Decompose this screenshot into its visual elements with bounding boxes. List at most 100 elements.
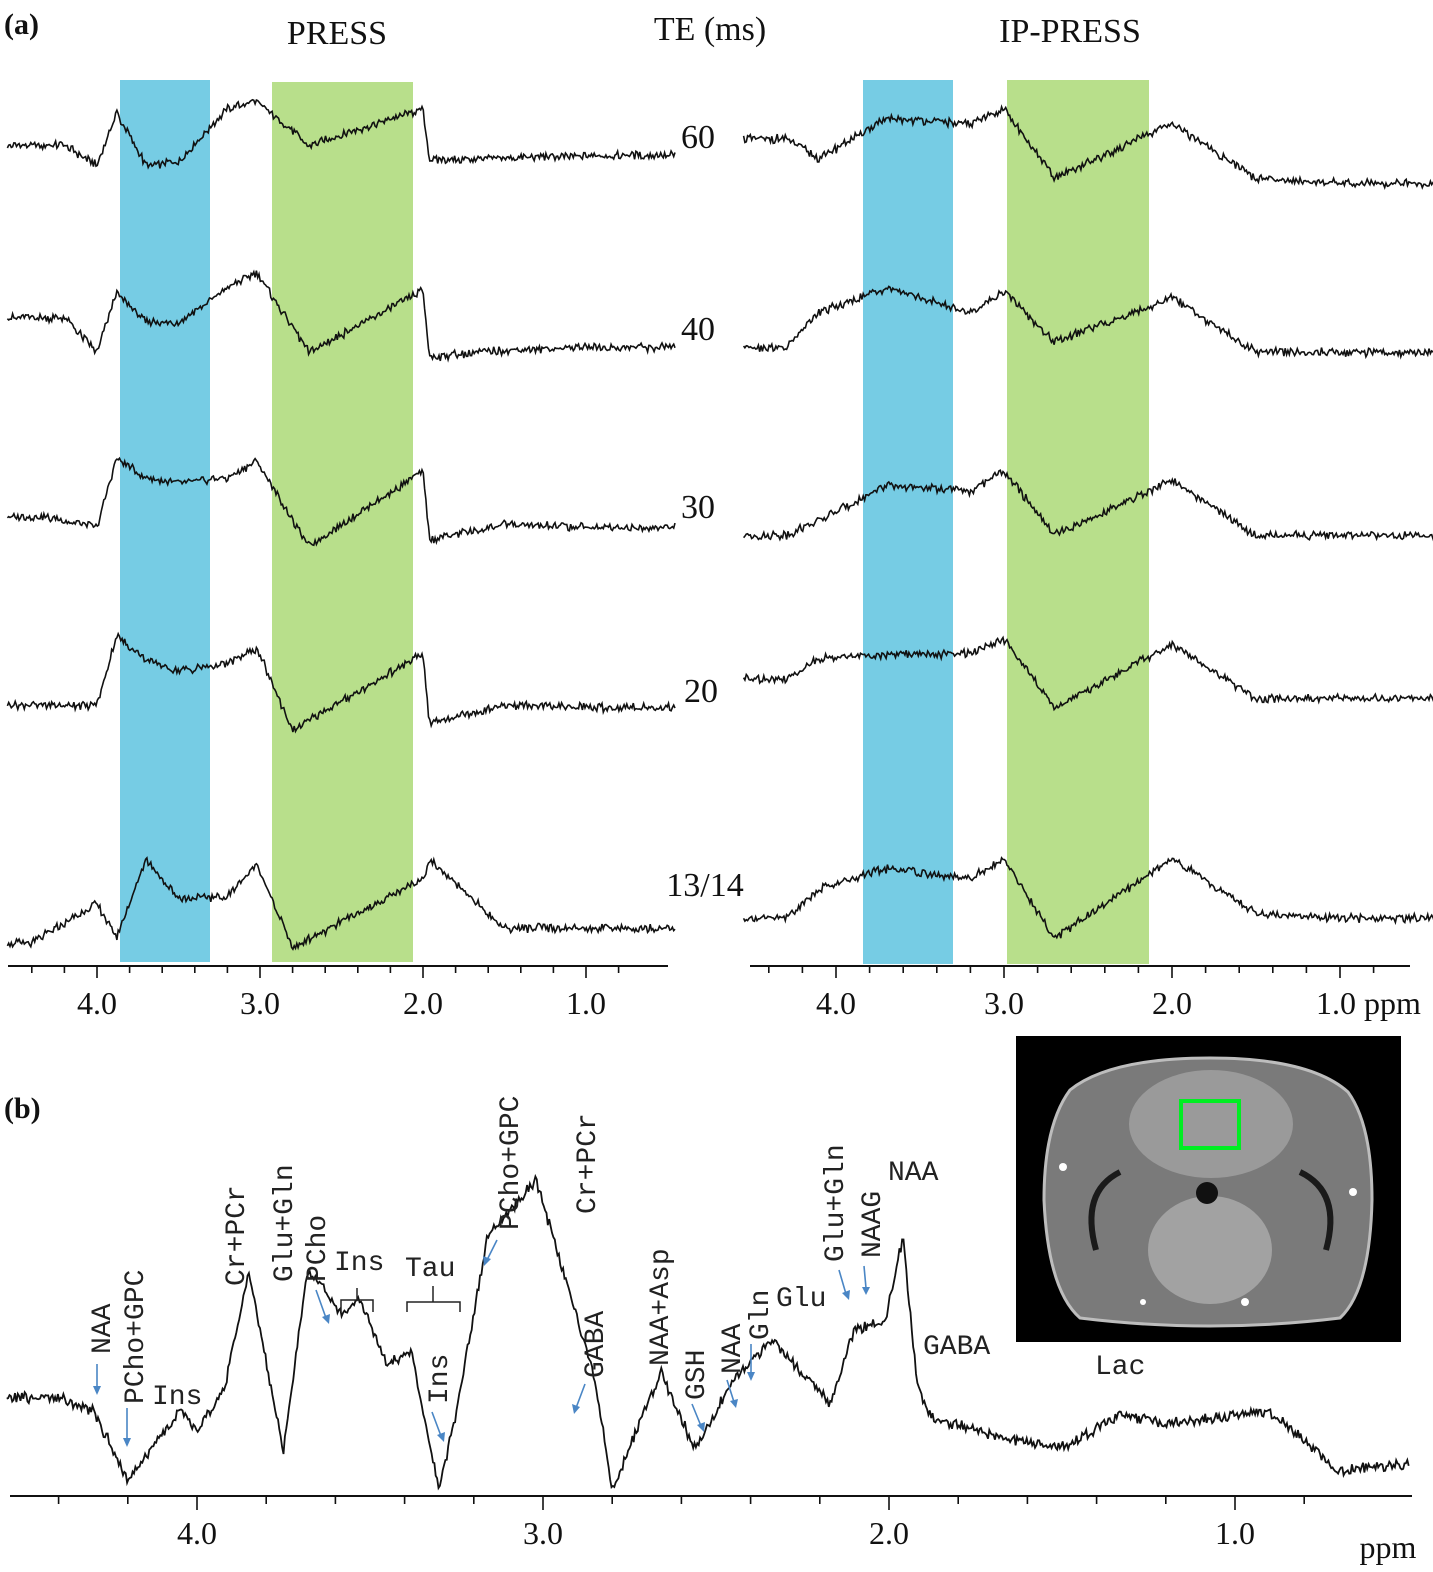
ip-press-x-axis: 4.0 3.0 2.0 1.0 ppm xyxy=(750,965,1421,1021)
label-pcho-gpc-1: PCho+GPC xyxy=(121,1270,152,1404)
ip-press-trace-te-30 xyxy=(742,469,1433,542)
label-naa-3: NAA xyxy=(888,1158,939,1189)
detailed-tick-label: 4.0 xyxy=(177,1515,217,1551)
arrow-gaba-1 xyxy=(575,1383,586,1409)
mri-dark-curve-right xyxy=(1298,1169,1334,1251)
label-naa-2: NAA xyxy=(718,1323,749,1374)
bracket-ins xyxy=(340,1299,374,1312)
annotation-brackets xyxy=(340,1286,461,1312)
press-traces xyxy=(6,98,676,951)
label-gaba-1: GABA xyxy=(581,1311,612,1378)
panel-label-b: (b) xyxy=(4,1092,41,1125)
label-lac: Lac xyxy=(1095,1352,1145,1383)
label-ins-2: Ins xyxy=(425,1354,456,1404)
arrowhead-ins-2 xyxy=(437,1432,445,1442)
ip-press-x-tick-label: 3.0 xyxy=(984,985,1024,1021)
detailed-tick-label: 2.0 xyxy=(869,1515,909,1551)
mri-brain xyxy=(1129,1070,1293,1178)
te-label-60: 60 xyxy=(681,119,715,156)
arrowhead-pcho-gpc-2 xyxy=(483,1256,491,1266)
label-glu: Glu xyxy=(776,1284,826,1315)
label-gsh: GSH xyxy=(682,1350,713,1400)
detailed-spectrum-trace xyxy=(6,1173,1410,1491)
arrowhead-gsh xyxy=(697,1422,705,1432)
arrow-glu-gln-2 xyxy=(838,1269,847,1295)
press-x-tick-label: 1.0 xyxy=(566,985,606,1021)
label-glu-gln-2: Glu+Gln xyxy=(821,1144,852,1262)
mri-roi-box xyxy=(1179,1099,1241,1150)
press-x-axis: 4.0 3.0 2.0 1.0 xyxy=(8,965,668,1021)
detailed-x-axis: 4.0 3.0 2.0 1.0 xyxy=(10,1495,1412,1551)
te-label-30: 30 xyxy=(681,489,715,526)
ip-press-x-tick-label: 1.0 ppm xyxy=(1316,985,1421,1021)
detailed-spectrum-panel: 4.0 3.0 2.0 1.0 ppm xyxy=(6,1036,1417,1565)
te-labels: 60 40 30 20 13/14 xyxy=(666,119,743,904)
ip-press-bands xyxy=(863,80,1149,964)
detailed-tick-label: 3.0 xyxy=(523,1515,563,1551)
label-glu-gln-1: Glu+Gln xyxy=(270,1164,301,1282)
ip-press-band-blue xyxy=(863,80,953,964)
press-trace-te-40 xyxy=(6,269,676,363)
label-naa-asp: NAA+Asp xyxy=(646,1248,677,1366)
label-pcho-gpc-2: PCho+GPC xyxy=(496,1096,527,1230)
ip-press-panel: 4.0 3.0 2.0 1.0 ppm xyxy=(742,80,1433,1021)
press-bands xyxy=(120,80,413,962)
press-title: PRESS xyxy=(287,15,387,52)
ip-press-trace-te-60 xyxy=(742,104,1433,190)
label-cr-pcr-2: Cr+PCr xyxy=(573,1113,604,1214)
mri-bright-dot-4 xyxy=(1140,1299,1146,1305)
press-trace-te-30 xyxy=(6,456,676,547)
label-gaba-2: GABA xyxy=(923,1332,990,1363)
ip-press-title: IP-PRESS xyxy=(999,13,1141,50)
mri-bright-dot-1 xyxy=(1059,1163,1067,1171)
arrowhead-gaba-1 xyxy=(572,1404,580,1414)
press-band-blue xyxy=(120,80,210,962)
mri-bright-dot-2 xyxy=(1349,1188,1357,1196)
arrowhead-naag xyxy=(862,1287,870,1295)
arrowhead-naa-2 xyxy=(730,1399,738,1408)
press-x-tick-label: 4.0 xyxy=(77,985,117,1021)
arrowhead-glu-gln-2 xyxy=(842,1290,850,1300)
label-gln: Gln xyxy=(746,1290,777,1340)
arrowhead-gln xyxy=(747,1372,755,1381)
label-ins-bracket: Ins xyxy=(334,1248,384,1279)
te-label-20: 20 xyxy=(684,673,718,710)
ip-press-trace-te-20 xyxy=(742,635,1433,712)
ip-press-trace-te-13-14 xyxy=(742,856,1433,940)
te-label-40: 40 xyxy=(681,311,715,348)
label-cr-pcr-1: Cr+PCr xyxy=(222,1185,253,1286)
mri-dark-curve-left xyxy=(1088,1169,1122,1251)
label-naa-1: NAA xyxy=(88,1303,119,1354)
detailed-x-axis-unit: ppm xyxy=(1360,1529,1417,1565)
arrow-naag xyxy=(863,1265,867,1289)
detailed-spectrum-line xyxy=(6,1173,1410,1491)
press-x-tick-label: 3.0 xyxy=(240,985,280,1021)
arrow-pcho-gpc-2 xyxy=(486,1239,498,1261)
press-x-tick-label: 2.0 xyxy=(403,985,443,1021)
bracket-tau xyxy=(406,1301,461,1312)
mri-inset xyxy=(1016,1036,1401,1342)
label-naag: NAAG xyxy=(858,1191,889,1258)
annotation-arrows xyxy=(96,1239,867,1440)
panel-label-a: (a) xyxy=(4,8,39,41)
annotation-arrowheads xyxy=(93,1256,870,1447)
te-label-13-14: 13/14 xyxy=(666,867,743,904)
press-panel: 4.0 3.0 2.0 1.0 xyxy=(6,80,676,1021)
ip-press-trace-te-40 xyxy=(742,285,1433,360)
press-trace-te-60 xyxy=(6,98,676,170)
label-tau: Tau xyxy=(405,1254,455,1285)
arrowhead-pcho-gpc-1 xyxy=(123,1438,131,1447)
ip-press-traces xyxy=(742,104,1433,940)
label-ins-1: Ins xyxy=(152,1382,202,1413)
press-trace-te-13-14 xyxy=(6,856,676,951)
label-pcho: PCho xyxy=(303,1215,334,1282)
ip-press-band-green xyxy=(1007,80,1149,964)
press-trace-te-20 xyxy=(6,631,676,734)
te-header: TE (ms) xyxy=(654,11,766,48)
annotation-labels: NAA PCho+GPC Ins Cr+PCr Glu+Gln PCho Ins… xyxy=(88,1096,1145,1413)
ip-press-x-tick-label: 4.0 xyxy=(816,985,856,1021)
mri-bright-dot-3 xyxy=(1241,1298,1249,1306)
mri-dark-spot xyxy=(1196,1182,1218,1204)
detailed-tick-label: 1.0 xyxy=(1215,1515,1255,1551)
